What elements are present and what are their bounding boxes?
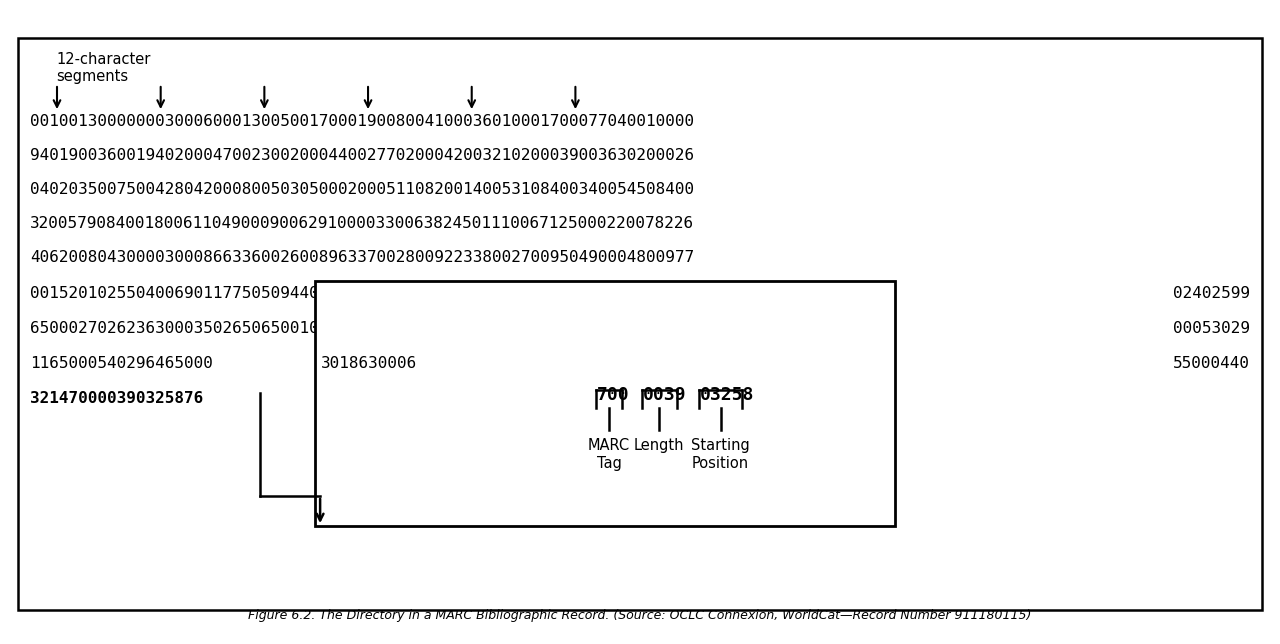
Text: 1165000540296465000: 1165000540296465000 — [29, 356, 212, 371]
Text: 406200804300003000866336002600896337002800922338002700950490004800977: 4062008043000030008663360026008963370028… — [29, 250, 694, 265]
Text: 940190036001940200047002300200044002770200042003210200039003630200026: 9401900360019402000470023002000440027702… — [29, 148, 694, 163]
Text: 040203500750042804200080050305000200051108200140053108400340054508400: 0402035007500428042000800503050002000511… — [29, 182, 694, 197]
Text: 001001300000003000600013005001700019008004100036010001700077040010000: 0010013000000030006000130050017000190080… — [29, 114, 694, 129]
Text: 0039: 0039 — [643, 386, 686, 404]
Text: 321470000390325876: 321470000390325876 — [29, 391, 204, 406]
Text: Figure 6.2. The Directory in a MARC Bibliographic Record. (Source: OCLC Connexio: Figure 6.2. The Directory in a MARC Bibl… — [248, 609, 1032, 622]
Text: 00053029: 00053029 — [1172, 321, 1251, 336]
Text: 320057908400180061104900090062910000330063824501110067125000220078226: 3200579084001800611049000900629100003300… — [29, 216, 694, 231]
Bar — [18, 38, 1262, 610]
Text: segments: segments — [56, 69, 128, 84]
Text: 55000440: 55000440 — [1172, 356, 1251, 371]
Text: Tag: Tag — [596, 456, 621, 471]
Text: 700: 700 — [596, 386, 630, 404]
Text: Starting: Starting — [691, 438, 750, 453]
Text: 03258: 03258 — [700, 386, 754, 404]
Text: Length: Length — [634, 438, 685, 453]
Bar — [315, 281, 895, 526]
Text: 6500027026236300035026506500104: 6500027026236300035026506500104 — [29, 321, 329, 336]
Text: 001520102550400690117750509440124: 001520102550400690117750509440124 — [29, 286, 348, 301]
Text: Position: Position — [692, 456, 749, 471]
Text: MARC: MARC — [588, 438, 630, 453]
Text: 12-character: 12-character — [56, 52, 150, 67]
Text: 3018630006: 3018630006 — [321, 356, 417, 371]
Text: 02402599: 02402599 — [1172, 286, 1251, 301]
